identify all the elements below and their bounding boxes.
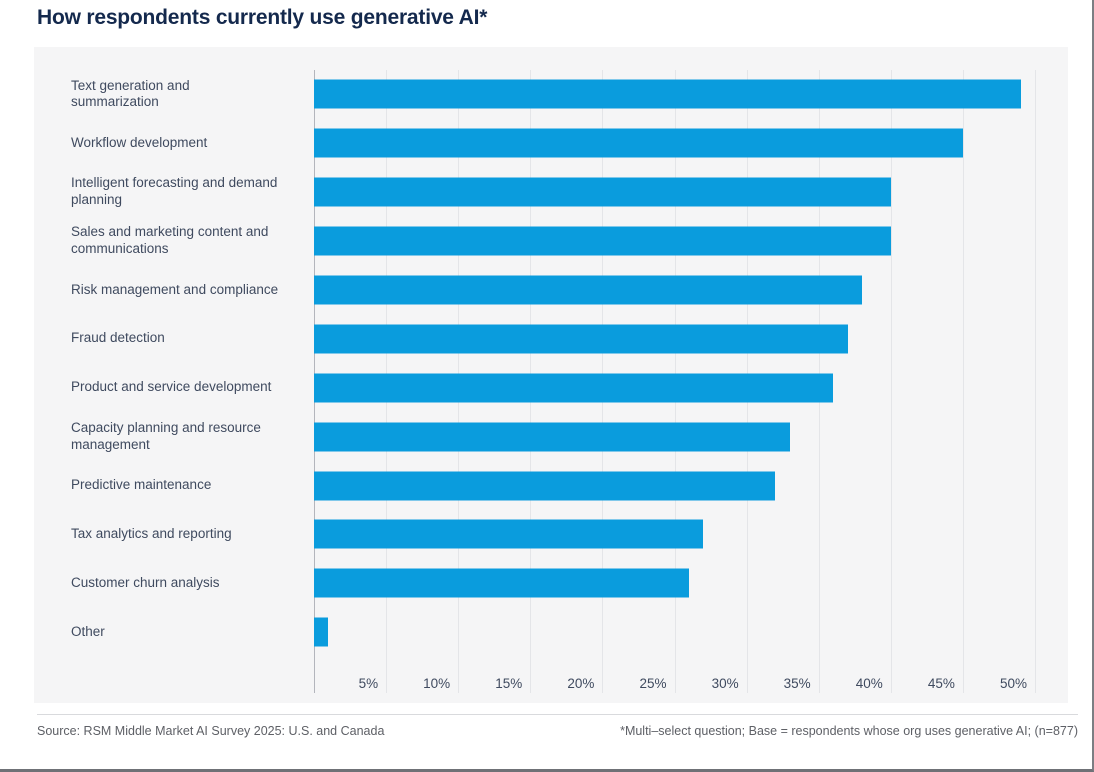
bar bbox=[314, 471, 776, 501]
category-label: Intelligent forecasting and demand plann… bbox=[71, 175, 278, 208]
bar-row: Tax analytics and reporting bbox=[34, 510, 1068, 559]
category-label: Capacity planning and resource managemen… bbox=[71, 419, 261, 452]
bar-track bbox=[314, 412, 1035, 461]
x-tick-label: 30% bbox=[711, 676, 739, 691]
bar bbox=[314, 177, 891, 207]
x-tick-label: 25% bbox=[639, 676, 667, 691]
bar-row: Workflow development bbox=[34, 119, 1068, 168]
bar-track bbox=[314, 266, 1035, 315]
x-tick-label: 50% bbox=[999, 676, 1027, 691]
bar-row: Customer churn analysis bbox=[34, 559, 1068, 608]
footer: Source: RSM Middle Market AI Survey 2025… bbox=[37, 724, 1078, 738]
bar bbox=[314, 519, 704, 549]
footer-divider bbox=[37, 714, 1078, 715]
page-title: How respondents currently use generative… bbox=[37, 6, 488, 29]
x-tick-label: 45% bbox=[927, 676, 955, 691]
bar-track bbox=[314, 217, 1035, 266]
gridline bbox=[1035, 70, 1036, 693]
bar-track bbox=[314, 608, 1035, 657]
bar-track bbox=[314, 559, 1035, 608]
bar-row: Text generation and summarization bbox=[34, 70, 1068, 119]
category-label: Predictive maintenance bbox=[71, 477, 212, 493]
bar bbox=[314, 79, 1021, 109]
x-tick-label: 15% bbox=[495, 676, 523, 691]
bar-track bbox=[314, 461, 1035, 510]
bar bbox=[314, 568, 689, 598]
x-tick-label: 20% bbox=[567, 676, 595, 691]
category-label: Risk management and compliance bbox=[71, 281, 279, 297]
category-label: Text generation and summarization bbox=[71, 77, 190, 110]
bar-track bbox=[314, 314, 1035, 363]
bar bbox=[314, 324, 848, 354]
category-label: Tax analytics and reporting bbox=[71, 526, 232, 542]
footnote: *Multi–select question; Base = responden… bbox=[620, 724, 1078, 738]
bar-row: Capacity planning and resource managemen… bbox=[34, 412, 1068, 461]
bar-track bbox=[314, 119, 1035, 168]
x-tick-label: 35% bbox=[783, 676, 811, 691]
bar-row: Product and service development bbox=[34, 363, 1068, 412]
bar-row: Predictive maintenance bbox=[34, 461, 1068, 510]
chart-panel: Text generation and summarization Workflo… bbox=[34, 47, 1068, 703]
gridline bbox=[890, 70, 892, 693]
category-label: Other bbox=[71, 623, 105, 639]
bar-track bbox=[314, 168, 1035, 217]
bar-row: Sales and marketing content and communic… bbox=[34, 217, 1068, 266]
category-label: Fraud detection bbox=[71, 330, 165, 346]
bar-track bbox=[314, 363, 1035, 412]
bar-row: Other bbox=[34, 608, 1068, 657]
bar-row: Intelligent forecasting and demand plann… bbox=[34, 168, 1068, 217]
bar-chart: Text generation and summarization Workflo… bbox=[34, 70, 1068, 657]
gridline bbox=[962, 70, 964, 693]
x-tick-label: 40% bbox=[855, 676, 883, 691]
category-label: Customer churn analysis bbox=[71, 574, 220, 590]
bar bbox=[314, 226, 891, 256]
category-label: Sales and marketing content and communic… bbox=[71, 224, 269, 257]
bar bbox=[314, 128, 963, 158]
bar bbox=[314, 617, 329, 647]
category-label: Workflow development bbox=[71, 134, 208, 150]
x-tick-label: 10% bbox=[423, 676, 451, 691]
bar bbox=[314, 422, 790, 452]
bar-row: Fraud detection bbox=[34, 314, 1068, 363]
source-note: Source: RSM Middle Market AI Survey 2025… bbox=[37, 724, 385, 738]
bar bbox=[314, 373, 834, 403]
bar-row: Risk management and compliance bbox=[34, 266, 1068, 315]
bar bbox=[314, 275, 862, 305]
bar-track bbox=[314, 510, 1035, 559]
x-tick-label: 5% bbox=[358, 676, 379, 691]
category-label: Product and service development bbox=[71, 379, 272, 395]
bar-track bbox=[314, 70, 1035, 119]
